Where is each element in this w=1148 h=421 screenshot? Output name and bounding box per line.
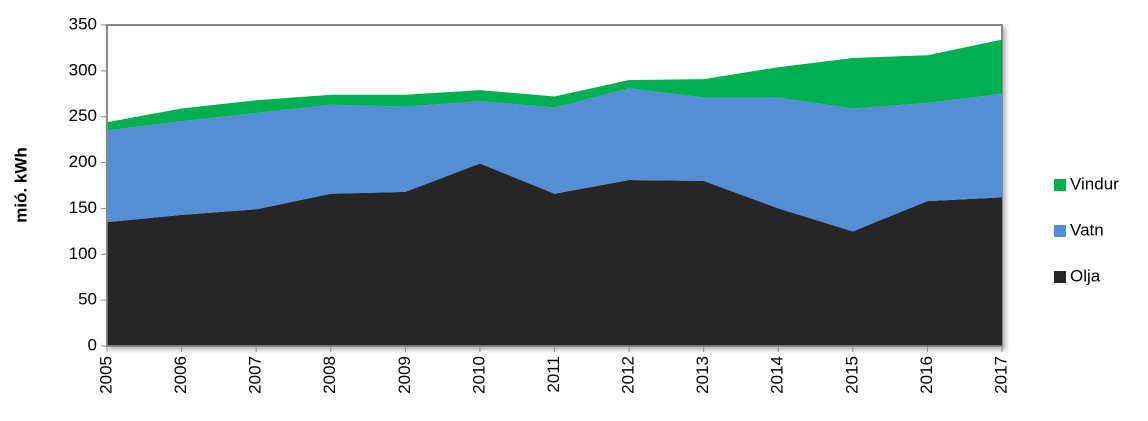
y-tick-label: 200 bbox=[69, 152, 97, 171]
area bbox=[107, 88, 1002, 232]
legend-swatch bbox=[1054, 179, 1066, 191]
y-axis-label: mió. kWh bbox=[11, 147, 30, 223]
y-tick-label: 100 bbox=[69, 244, 97, 263]
y-tick-label: 250 bbox=[69, 106, 97, 125]
x-tick-label: 2014 bbox=[768, 356, 787, 394]
legend-label: Vindur bbox=[1070, 174, 1119, 193]
legend-swatch bbox=[1054, 271, 1066, 283]
legend-swatch bbox=[1054, 225, 1066, 237]
x-tick-label: 2013 bbox=[693, 356, 712, 394]
x-tick-label: 2007 bbox=[246, 356, 265, 394]
x-tick-label: 2011 bbox=[544, 356, 563, 393]
x-tick-label: 2012 bbox=[619, 356, 638, 394]
x-tick-label: 2017 bbox=[991, 356, 1010, 394]
x-tick-label: 2010 bbox=[469, 356, 488, 394]
legend-label: Vatn bbox=[1070, 220, 1104, 239]
x-tick-label: 2008 bbox=[320, 356, 339, 394]
y-tick-label: 0 bbox=[88, 335, 97, 354]
legend-label: Olja bbox=[1070, 266, 1101, 285]
y-tick-label: 50 bbox=[78, 290, 97, 309]
x-tick-label: 2009 bbox=[395, 356, 414, 394]
y-tick-label: 300 bbox=[69, 60, 97, 79]
x-tick-label: 2016 bbox=[917, 356, 936, 394]
x-tick-label: 2005 bbox=[96, 356, 115, 394]
area bbox=[107, 163, 1002, 346]
y-tick-label: 150 bbox=[69, 198, 97, 217]
x-tick-label: 2015 bbox=[842, 356, 861, 394]
area bbox=[107, 39, 1002, 131]
x-tick-label: 2006 bbox=[171, 356, 190, 394]
y-tick-label: 350 bbox=[69, 14, 97, 33]
